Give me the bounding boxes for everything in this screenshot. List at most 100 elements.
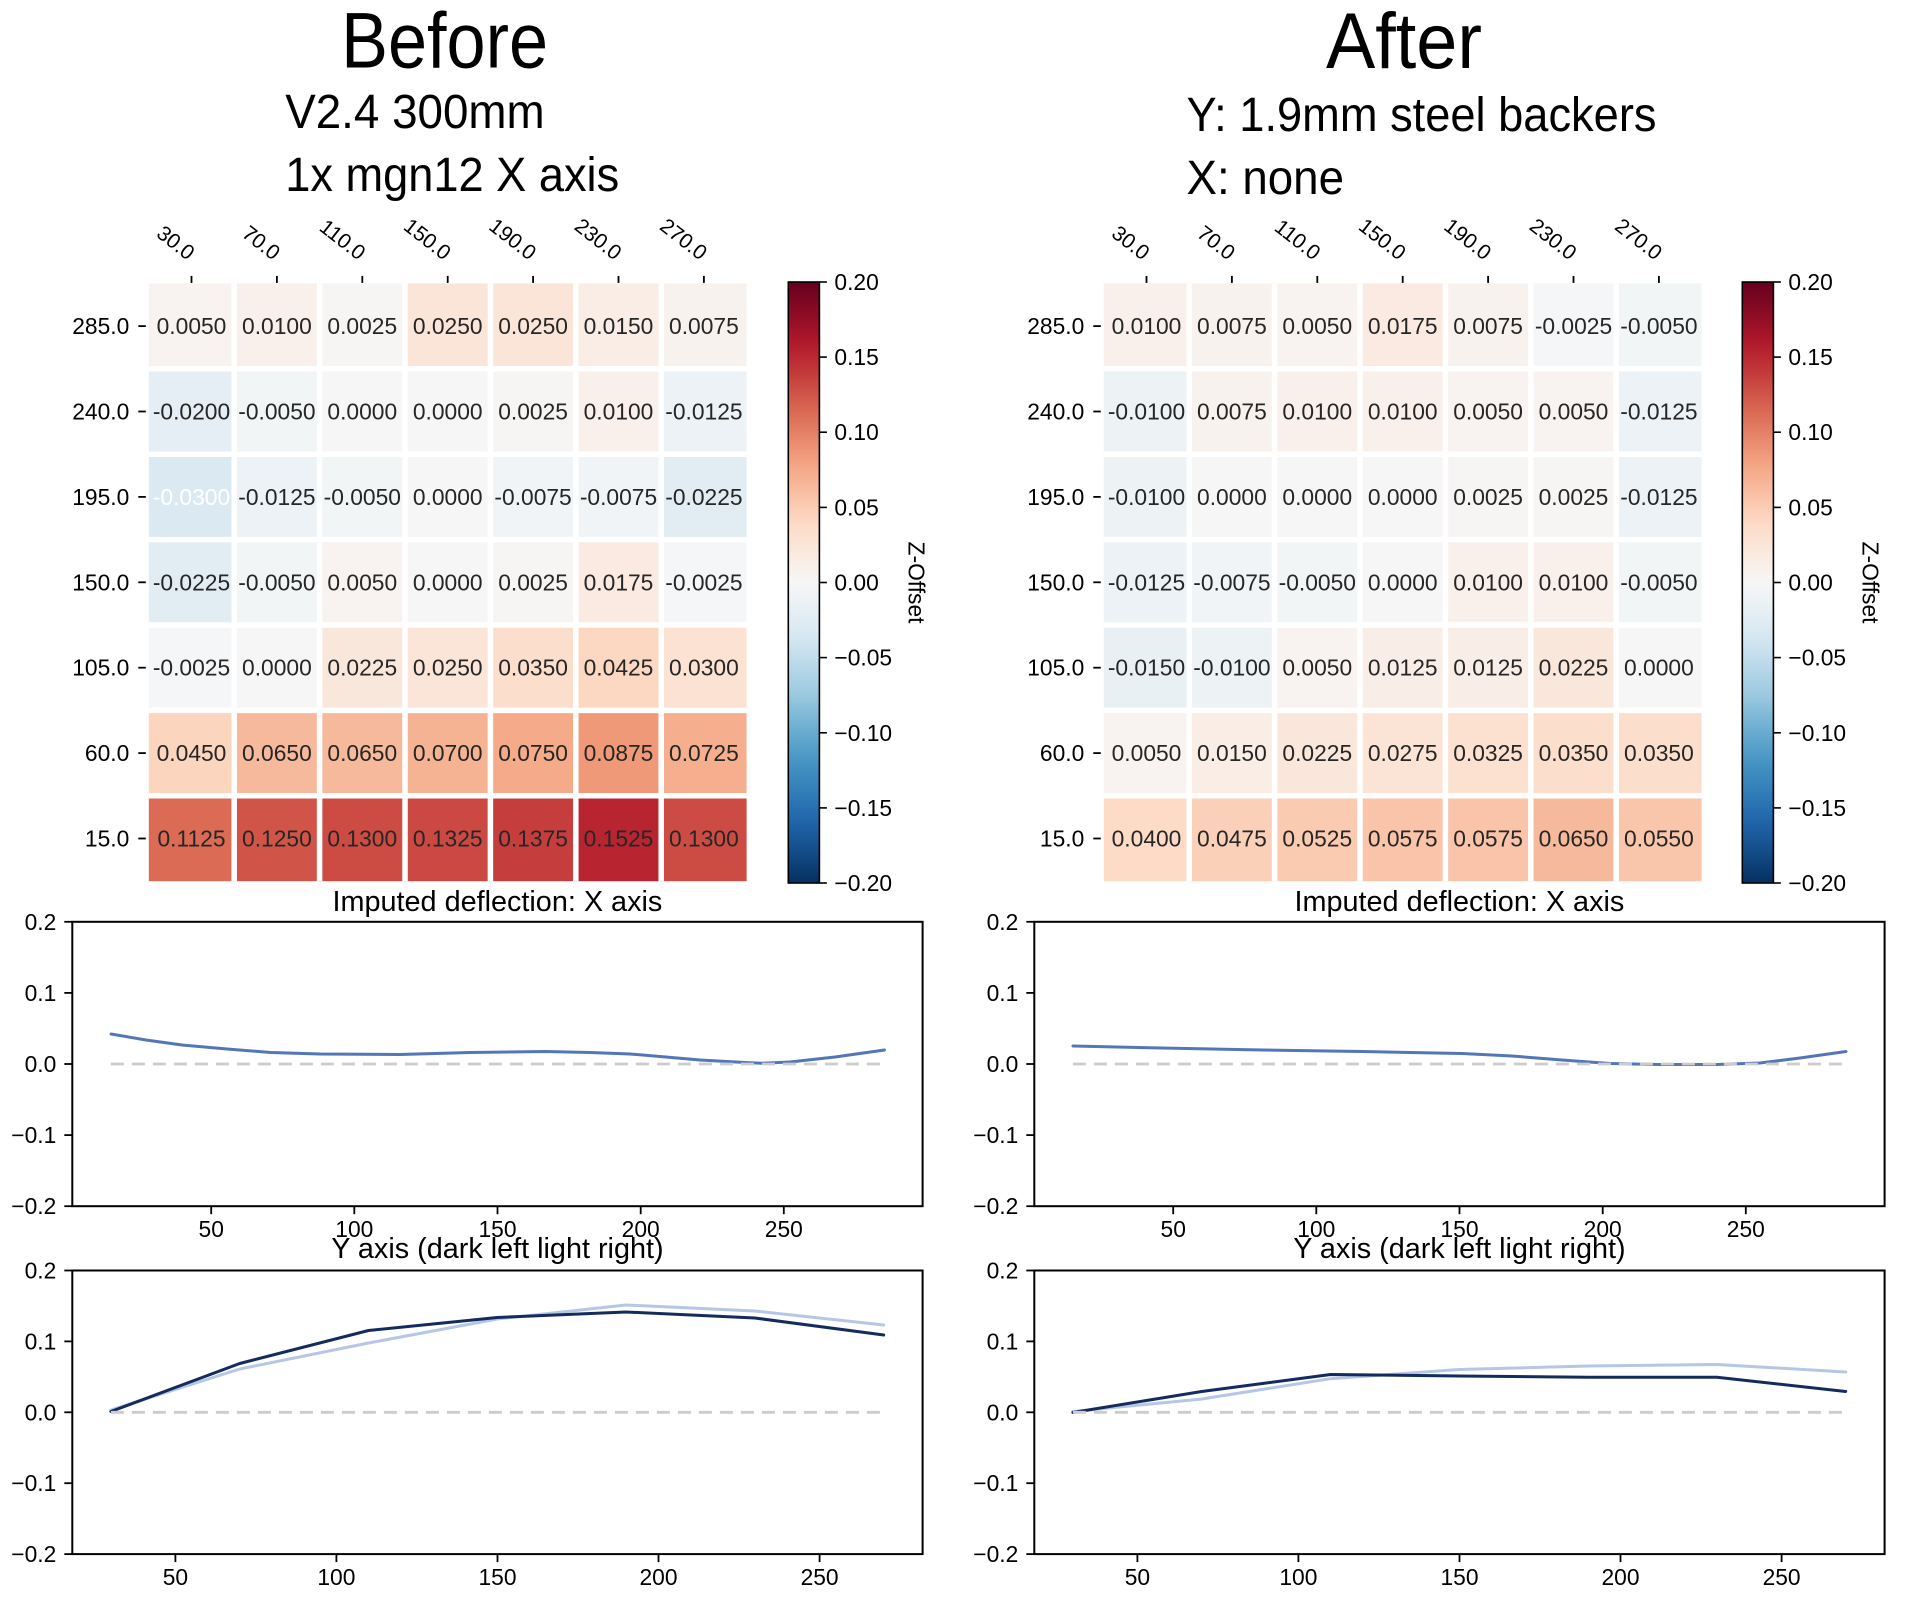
svg-text:-0.0075: -0.0075 (1193, 569, 1270, 595)
svg-text:0.0875: 0.0875 (584, 740, 654, 766)
svg-text:−0.2: −0.2 (973, 1541, 1018, 1567)
svg-text:60.0: 60.0 (1040, 740, 1084, 766)
svg-text:0.20: 0.20 (1788, 269, 1832, 295)
svg-text:−0.2: −0.2 (973, 1193, 1018, 1219)
svg-text:-0.0050: -0.0050 (324, 484, 401, 510)
svg-text:-0.0150: -0.0150 (1108, 655, 1185, 681)
svg-text:0.0100: 0.0100 (584, 399, 654, 425)
svg-text:0.1250: 0.1250 (242, 826, 312, 852)
svg-text:Imputed deflection: X axis: Imputed deflection: X axis (333, 886, 663, 918)
svg-text:0.0025: 0.0025 (498, 569, 568, 595)
svg-text:−0.1: −0.1 (973, 1470, 1018, 1496)
svg-text:0.0: 0.0 (987, 1399, 1019, 1425)
svg-text:−0.1: −0.1 (11, 1470, 56, 1496)
svg-text:150: 150 (1440, 1216, 1478, 1242)
svg-text:−0.2: −0.2 (11, 1541, 56, 1567)
svg-text:105.0: 105.0 (1027, 655, 1084, 681)
svg-text:0.2: 0.2 (987, 909, 1019, 935)
svg-text:0.10: 0.10 (1788, 419, 1832, 445)
svg-text:100: 100 (1297, 1216, 1335, 1242)
svg-text:1x mgn12 X axis: 1x mgn12 X axis (285, 148, 619, 202)
svg-text:After: After (1326, 0, 1482, 85)
svg-text:200: 200 (622, 1216, 660, 1242)
svg-text:0.0100: 0.0100 (1453, 569, 1523, 595)
svg-text:250: 250 (1763, 1564, 1801, 1590)
svg-text:0.20: 0.20 (834, 269, 878, 295)
svg-text:-0.0050: -0.0050 (1279, 569, 1356, 595)
svg-text:15.0: 15.0 (85, 826, 129, 852)
svg-text:-0.0075: -0.0075 (580, 484, 657, 510)
svg-text:0.0050: 0.0050 (157, 313, 227, 339)
svg-text:0.0350: 0.0350 (1624, 740, 1694, 766)
svg-text:0.0025: 0.0025 (327, 313, 397, 339)
svg-text:0.0: 0.0 (987, 1051, 1019, 1077)
svg-text:0.1: 0.1 (987, 980, 1019, 1006)
svg-text:0.0075: 0.0075 (669, 313, 739, 339)
svg-text:0.0100: 0.0100 (242, 313, 312, 339)
svg-text:−0.10: −0.10 (1788, 720, 1846, 746)
svg-text:0.0000: 0.0000 (1368, 484, 1438, 510)
svg-text:−0.20: −0.20 (834, 870, 892, 896)
svg-text:-0.0100: -0.0100 (1193, 655, 1270, 681)
svg-text:0.0125: 0.0125 (1368, 655, 1438, 681)
svg-text:0.0125: 0.0125 (1453, 655, 1523, 681)
svg-text:0.15: 0.15 (834, 344, 878, 370)
svg-text:−0.05: −0.05 (834, 645, 892, 671)
svg-text:0.0075: 0.0075 (1197, 313, 1267, 339)
svg-text:0.0150: 0.0150 (584, 313, 654, 339)
svg-text:0.10: 0.10 (834, 419, 878, 445)
svg-text:200: 200 (1601, 1564, 1639, 1590)
svg-text:0.0250: 0.0250 (498, 313, 568, 339)
svg-text:195.0: 195.0 (1027, 484, 1084, 510)
svg-text:0.0325: 0.0325 (1453, 740, 1523, 766)
svg-text:0.0575: 0.0575 (1368, 826, 1438, 852)
svg-text:-0.0050: -0.0050 (1620, 313, 1697, 339)
svg-text:0.2: 0.2 (25, 1258, 57, 1284)
svg-text:0.0075: 0.0075 (1453, 313, 1523, 339)
svg-text:0.0550: 0.0550 (1624, 826, 1694, 852)
svg-text:0.0225: 0.0225 (1539, 655, 1609, 681)
svg-text:−0.2: −0.2 (11, 1193, 56, 1219)
svg-text:X: none: X: none (1187, 151, 1345, 205)
svg-text:285.0: 285.0 (72, 313, 129, 339)
svg-text:-0.0100: -0.0100 (1108, 399, 1185, 425)
svg-text:0.1300: 0.1300 (669, 826, 739, 852)
svg-text:0.0225: 0.0225 (1282, 740, 1352, 766)
svg-text:-0.0300: -0.0300 (153, 484, 230, 510)
svg-text:0.0175: 0.0175 (584, 569, 654, 595)
svg-text:250: 250 (1727, 1216, 1765, 1242)
svg-text:50: 50 (199, 1216, 224, 1242)
svg-text:240.0: 240.0 (1027, 399, 1084, 425)
svg-text:Imputed deflection: X axis: Imputed deflection: X axis (1295, 886, 1625, 918)
svg-text:-0.0025: -0.0025 (1535, 313, 1612, 339)
svg-text:−0.15: −0.15 (1788, 795, 1846, 821)
svg-text:0.0250: 0.0250 (413, 655, 483, 681)
svg-text:Z-Offset: Z-Offset (903, 542, 929, 625)
svg-text:−0.20: −0.20 (1788, 870, 1846, 896)
svg-text:0.0350: 0.0350 (1539, 740, 1609, 766)
svg-text:0.05: 0.05 (1788, 494, 1832, 520)
svg-text:0.0: 0.0 (25, 1051, 57, 1077)
svg-text:V2.4 300mm: V2.4 300mm (285, 85, 545, 139)
svg-text:−0.15: −0.15 (834, 795, 892, 821)
svg-text:150: 150 (478, 1564, 516, 1590)
svg-text:-0.0100: -0.0100 (1108, 484, 1185, 510)
svg-text:0.2: 0.2 (987, 1258, 1019, 1284)
svg-text:0.0300: 0.0300 (669, 655, 739, 681)
svg-text:240.0: 240.0 (72, 399, 129, 425)
svg-text:0.0075: 0.0075 (1197, 399, 1267, 425)
svg-text:0.0275: 0.0275 (1368, 740, 1438, 766)
svg-text:−0.1: −0.1 (11, 1122, 56, 1148)
svg-text:0.0050: 0.0050 (1282, 313, 1352, 339)
svg-text:0.0100: 0.0100 (1112, 313, 1182, 339)
svg-text:0.00: 0.00 (1788, 570, 1832, 596)
svg-text:0.05: 0.05 (834, 494, 878, 520)
svg-text:−0.05: −0.05 (1788, 645, 1846, 671)
svg-text:0.0025: 0.0025 (1453, 484, 1523, 510)
svg-text:0.0425: 0.0425 (584, 655, 654, 681)
svg-text:0.0000: 0.0000 (1197, 484, 1267, 510)
svg-text:0.0100: 0.0100 (1539, 569, 1609, 595)
svg-text:0.0000: 0.0000 (327, 399, 397, 425)
svg-text:0.0650: 0.0650 (1539, 826, 1609, 852)
svg-text:150: 150 (478, 1216, 516, 1242)
